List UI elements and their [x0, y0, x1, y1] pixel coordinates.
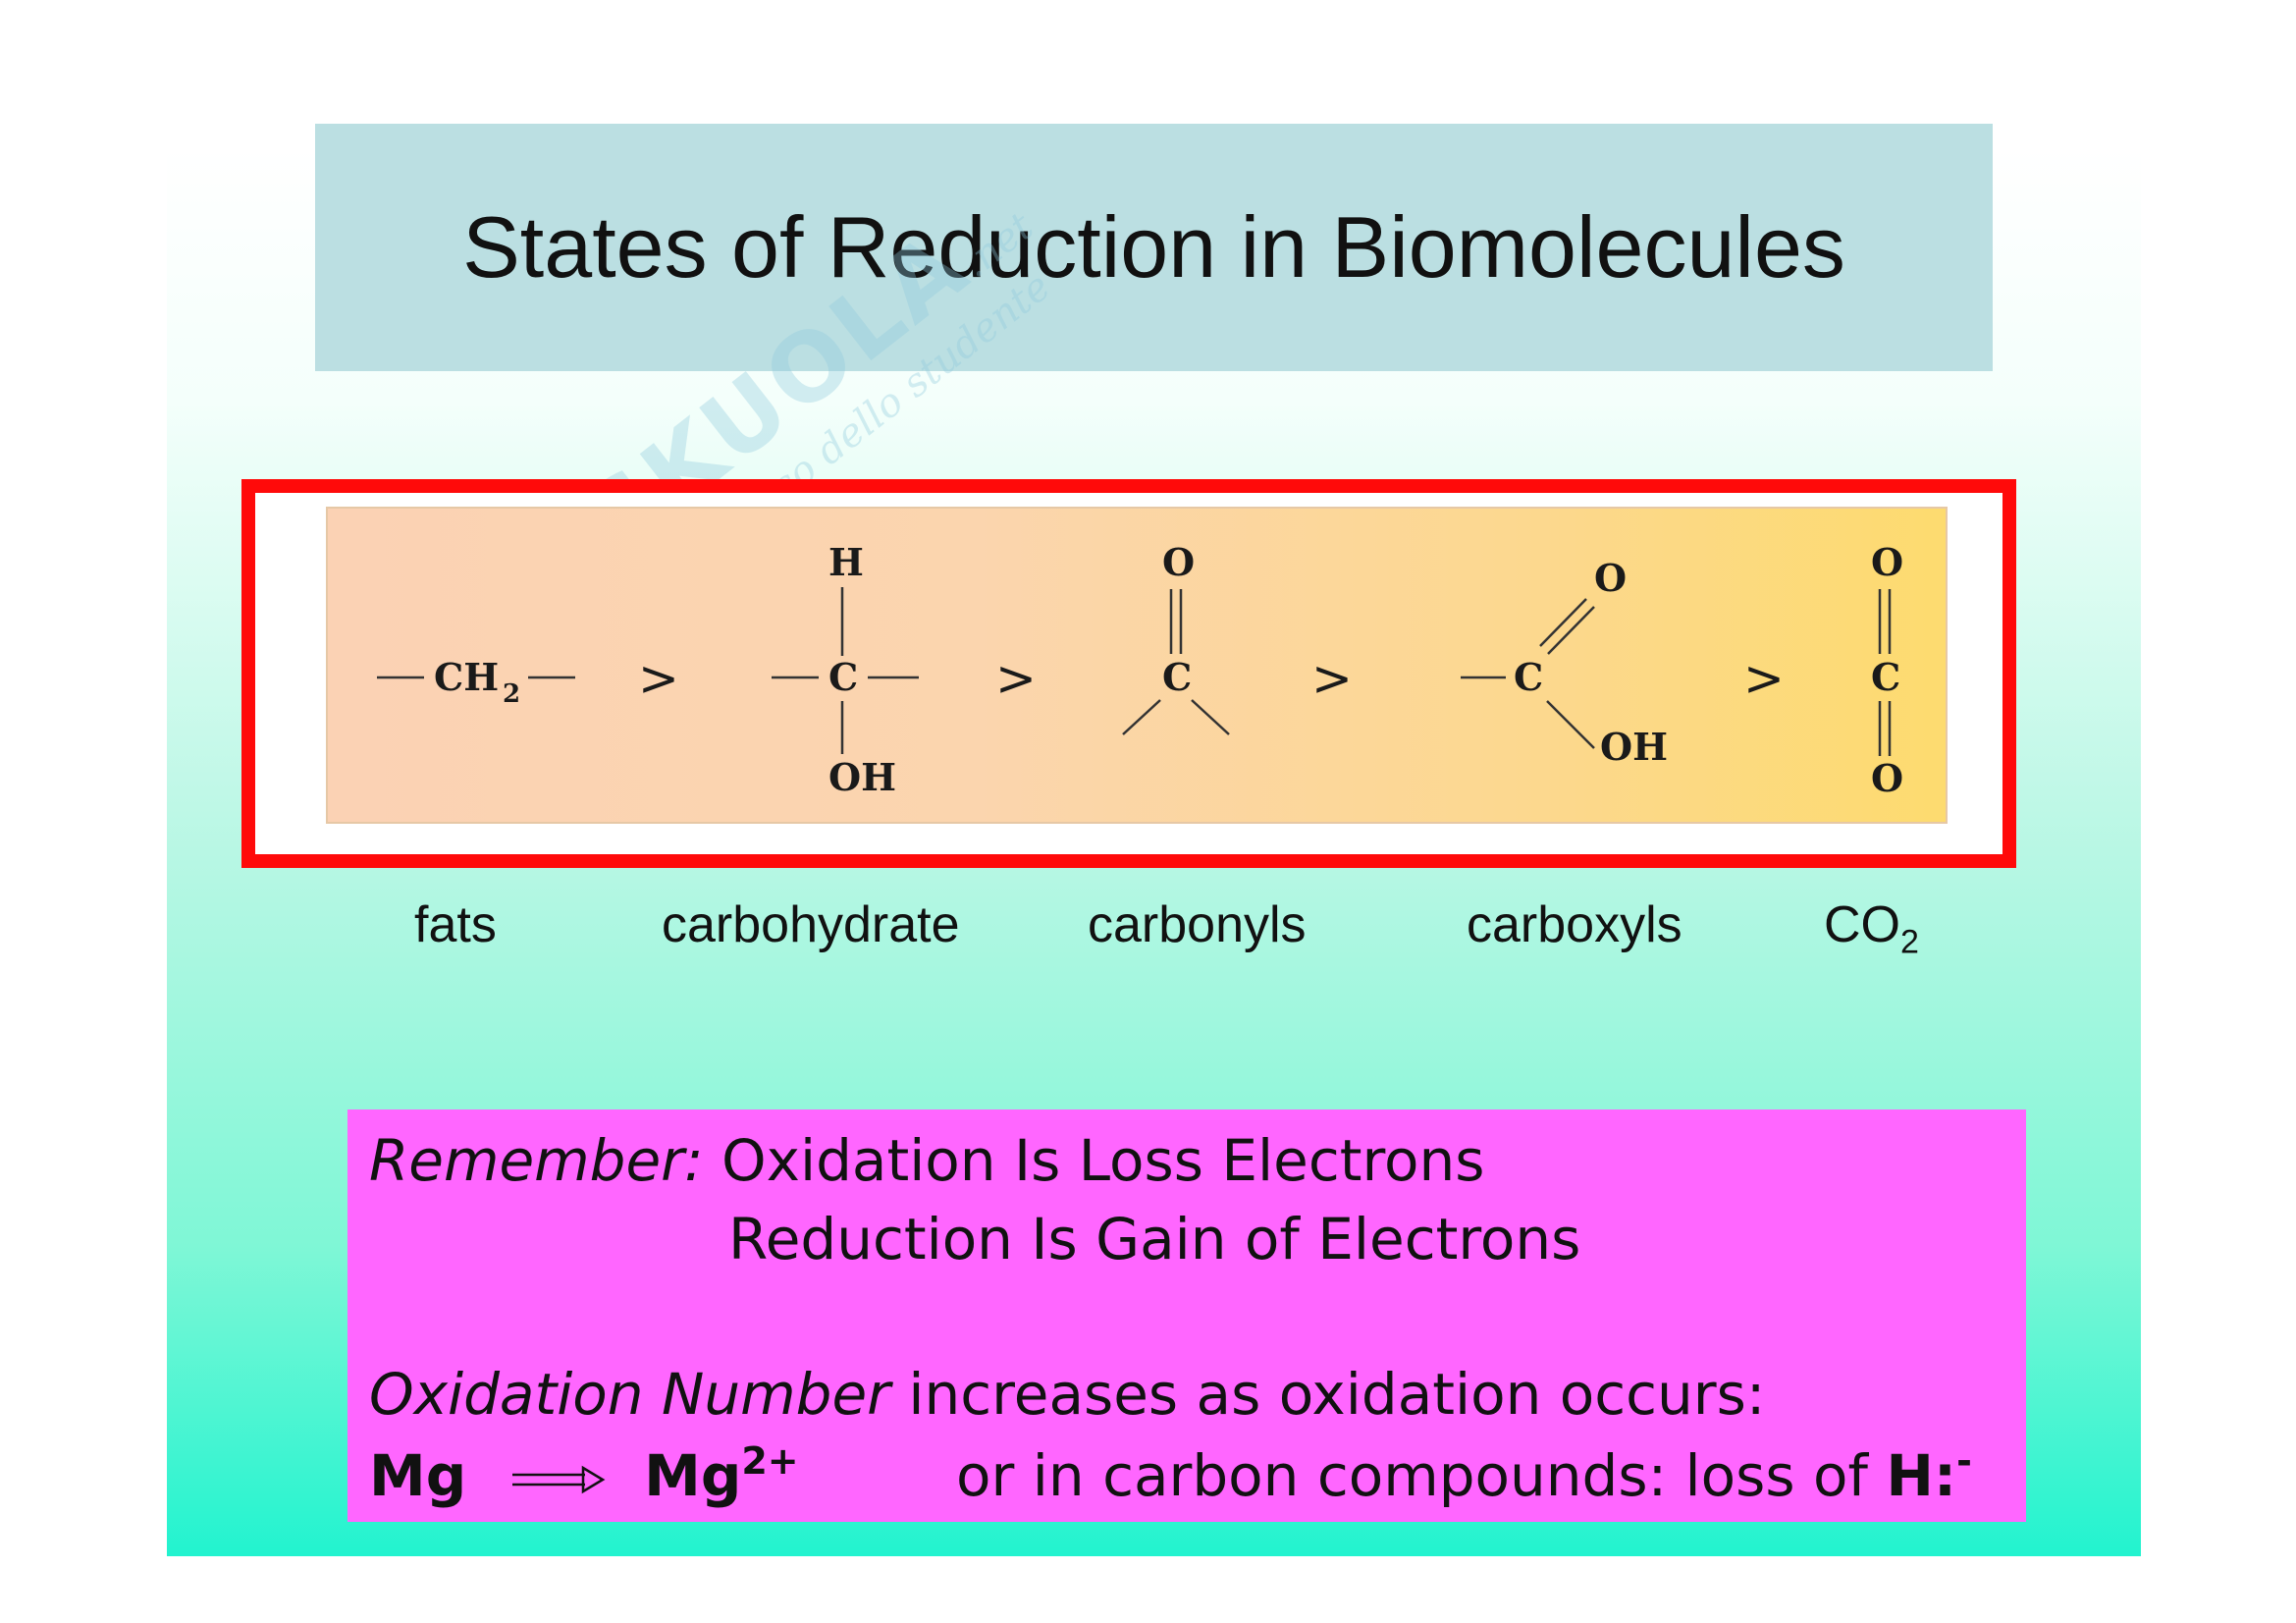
memo-line-mg: Mg Mg2+ — [369, 1439, 799, 1509]
label-carboxyls: carboxyls — [1467, 896, 1682, 953]
label-co2-main: CO — [1824, 896, 1900, 953]
label-fats: fats — [414, 896, 497, 953]
carbohydrate-oh: OH — [828, 755, 896, 799]
carbohydrate-h: H — [828, 540, 864, 584]
memo-mg: Mg — [369, 1442, 467, 1509]
ch2-subscript: 2 — [503, 679, 520, 709]
carboxyl-oh: OH — [1600, 725, 1668, 769]
bond-carbonyl-right — [1191, 699, 1230, 735]
memo-rig: Reduction Is Gain of Electrons — [728, 1206, 1581, 1272]
co2-o-bottom: O — [1871, 756, 1903, 800]
memo-line-carbon: or in carbon compounds: loss of H:- — [956, 1439, 1972, 1509]
memo-mg-charge: 2+ — [741, 1439, 799, 1483]
co2-o-top: O — [1871, 540, 1903, 584]
structures-diagram: CH 2 > H C OH > O C > C O OH > O C — [377, 540, 1903, 800]
structures-strip: CH 2 > H C OH > O C > C O OH > O C — [326, 507, 1948, 824]
slide-title: States of Reduction in Biomolecules — [462, 198, 1845, 296]
bond-carbonyl-left — [1122, 699, 1161, 735]
ch2-symbol: CH — [434, 655, 499, 699]
memo-oil: Oxidation Is Loss Electrons — [721, 1127, 1485, 1194]
label-carbohydrate: carbohydrate — [662, 896, 960, 953]
bond-carboxyl-oh — [1546, 700, 1595, 749]
carbohydrate-c: C — [828, 655, 858, 699]
memo-line-ox-number: Oxidation Number increases as oxidation … — [369, 1361, 1765, 1428]
carboxyl-o: O — [1594, 556, 1627, 600]
memo-line-oil: Remember: Oxidation Is Loss Electrons — [369, 1127, 1485, 1194]
carbonyl-c: C — [1162, 655, 1192, 699]
label-co2-subscript: 2 — [1900, 923, 1919, 961]
carbonyl-o: O — [1162, 540, 1195, 584]
memo-mg-ion: Mg — [644, 1442, 742, 1509]
memo-box: Remember: Oxidation Is Loss Electrons Re… — [347, 1109, 2026, 1522]
co2-c: C — [1871, 655, 1900, 699]
bond-carboxyl-double-a — [1539, 598, 1587, 647]
greater-than-4: > — [1743, 650, 1785, 707]
bond-carboxyl-double-b — [1547, 606, 1595, 655]
greater-than-3: > — [1311, 650, 1353, 707]
label-co2: CO2 — [1824, 895, 1919, 961]
memo-hydride-charge: - — [1956, 1439, 1972, 1483]
double-arrow-icon — [511, 1465, 606, 1494]
memo-ox-number-text: increases as oxidation occurs: — [908, 1361, 1766, 1428]
memo-carbon-text: or in carbon compounds: loss of — [956, 1442, 1868, 1509]
memo-hydride: H: — [1886, 1442, 1957, 1509]
greater-than-1: > — [638, 650, 679, 707]
memo-ox-number-label: Oxidation Number — [369, 1361, 890, 1428]
carboxyl-c: C — [1514, 655, 1543, 699]
greater-than-2: > — [995, 650, 1037, 707]
title-banner: States of Reduction in Biomolecules — [315, 124, 1993, 371]
label-carbonyls: carbonyls — [1088, 896, 1307, 953]
memo-remember-label: Remember: — [369, 1127, 704, 1194]
